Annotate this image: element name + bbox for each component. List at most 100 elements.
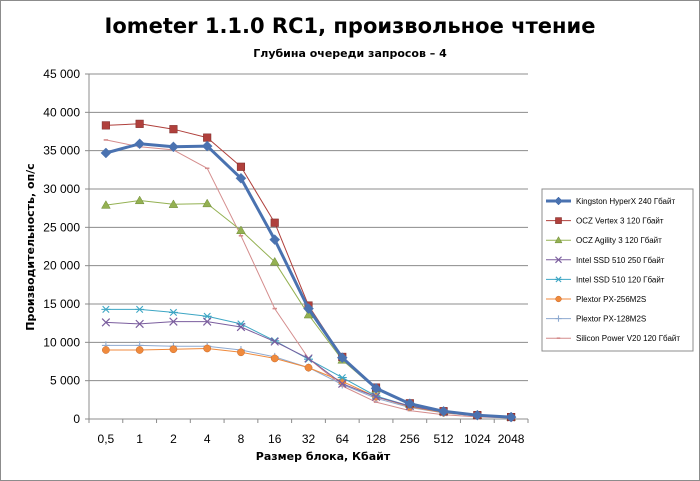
data-point [134, 138, 146, 150]
data-point [370, 382, 382, 394]
series-group [100, 138, 517, 423]
legend-label: Silicon Power V20 120 Гбайт [576, 334, 680, 343]
legend-item: Intel SSD 510 120 Гбайт [546, 275, 665, 284]
axes [88, 74, 529, 423]
data-point [555, 217, 562, 224]
data-point [270, 337, 279, 346]
y-tick-label: 40 000 [43, 105, 80, 119]
data-point [135, 119, 144, 128]
data-point [338, 379, 347, 388]
legend-item: OCZ Vertex 3 120 Гбайт [546, 217, 664, 226]
data-point [235, 172, 247, 184]
data-point [236, 162, 246, 171]
data-point [336, 352, 348, 364]
x-tick-label: 1 [136, 432, 143, 446]
series-line [105, 123, 512, 418]
data-point [202, 198, 213, 208]
series-group [101, 119, 516, 422]
data-point [554, 196, 563, 206]
data-point [135, 346, 144, 354]
series-line [105, 142, 512, 419]
data-point [371, 392, 381, 401]
data-point [202, 317, 212, 326]
x-tick-label: 8 [238, 432, 245, 446]
y-tick-label: 35 000 [43, 144, 80, 158]
chart-subtitle: Глубина очереди запросов – 4 [253, 47, 447, 60]
data-point [404, 398, 416, 410]
series-line [105, 344, 512, 418]
x-tick-label: 0,5 [98, 432, 115, 446]
y-tick-label: 10 000 [43, 335, 80, 349]
y-tick-label: 0 [73, 412, 80, 426]
legend-label: Intel SSD 510 250 Гбайт [576, 256, 665, 265]
data-point [169, 125, 178, 134]
data-point [438, 405, 449, 417]
data-point [134, 195, 145, 205]
legend-label: Intel SSD 510 120 Гбайт [576, 275, 665, 284]
data-point [555, 295, 562, 303]
series-line [105, 308, 512, 418]
y-tick-labels: 0 5 000 10 000 15 000 20 000 25 000 30 000 35 0… [43, 67, 80, 426]
data-point [554, 236, 563, 244]
data-point [135, 319, 144, 329]
x-tick-label: 512 [434, 432, 454, 446]
data-point [304, 354, 313, 363]
x-tick-label: 2 [170, 432, 177, 446]
y-tick-label: 20 000 [43, 259, 80, 273]
legend-item: Plextor PX-256M2S [546, 295, 646, 304]
data-point [203, 133, 212, 142]
legend-label: OCZ Agility 3 120 Гбайт [576, 236, 662, 245]
legend-box [541, 188, 694, 352]
series-group [102, 344, 515, 422]
data-point [168, 199, 179, 208]
data-point [100, 147, 112, 159]
data-point [304, 363, 313, 372]
chart-title: Iometer 1.1.0 RC1, произвольное чтение [105, 14, 596, 38]
y-tick-label: 5 000 [50, 374, 80, 388]
data-point [337, 373, 347, 382]
x-tick-label: 128 [366, 432, 386, 446]
legend-item: Plextor PX-128M2S [546, 315, 646, 324]
data-point [203, 344, 212, 353]
x-tick-label: 32 [302, 432, 316, 446]
data-point [101, 305, 111, 313]
x-axis-title: Размер блока, Кбайт [256, 450, 391, 463]
data-point [270, 218, 279, 227]
x-tick-label: 1024 [464, 432, 491, 446]
data-point [102, 346, 110, 354]
series-group [101, 341, 516, 422]
data-point [554, 276, 563, 283]
x-tick-label: 16 [268, 432, 282, 446]
y-tick-label: 15 000 [43, 297, 80, 311]
legend-label: Plextor PX-256M2S [576, 295, 646, 304]
data-point [237, 348, 245, 357]
data-point [270, 354, 279, 363]
data-point [169, 345, 178, 354]
x-tick-label: 256 [400, 432, 420, 446]
data-point [555, 256, 562, 264]
x-tick-label: 4 [204, 432, 211, 446]
x-tick-label: 64 [336, 432, 350, 446]
legend-label: OCZ Vertex 3 120 Гбайт [576, 217, 664, 226]
x-tick-label: 2048 [498, 432, 525, 446]
data-point [101, 121, 110, 130]
data-point [201, 140, 213, 152]
data-point [471, 409, 483, 421]
legend-item: Intel SSD 510 250 Гбайт [546, 256, 665, 265]
legend-item: Kingston HyperX 240 Гбайт [546, 196, 675, 206]
data-point [169, 317, 178, 326]
data-point [236, 225, 246, 234]
y-axis-title: Производительность, оп/с [24, 163, 37, 330]
legend-items: Kingston HyperX 240 Гбайт OCZ Vertex 3 12… [546, 196, 680, 343]
data-point [101, 318, 111, 327]
legend: Kingston HyperX 240 Гбайт OCZ Vertex 3 12… [541, 188, 694, 352]
data-point [135, 305, 145, 313]
y-tick-label: 45 000 [43, 67, 80, 81]
data-point [555, 315, 562, 322]
data-point [101, 200, 111, 209]
series-line [105, 139, 512, 419]
legend-item: OCZ Agility 3 120 Гбайт [546, 236, 662, 245]
data-point [505, 411, 517, 423]
